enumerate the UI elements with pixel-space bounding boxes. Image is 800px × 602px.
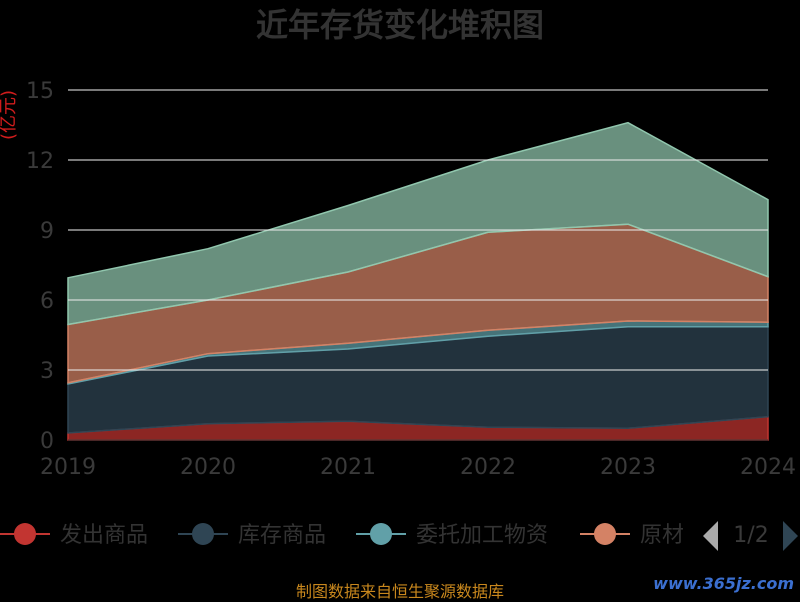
x-tick-label: 2023 — [600, 455, 656, 480]
y-tick-label: 12 — [26, 149, 54, 174]
legend[interactable]: 发出商品 库存商品 委托加工物资 原材料 1/2 — [0, 521, 798, 551]
legend-item[interactable]: 委托加工物资 — [356, 523, 548, 548]
grid-lines — [68, 89, 768, 371]
site-watermark: www.365jz.com — [653, 574, 794, 593]
legend-next-icon[interactable] — [783, 521, 798, 551]
x-tick-label: 2022 — [460, 455, 516, 480]
legend-items[interactable]: 发出商品 库存商品 委托加工物资 原材料 — [0, 523, 706, 548]
legend-pager[interactable]: 1/2 — [703, 521, 798, 551]
y-axis-unit: (亿元) — [0, 90, 19, 140]
y-tick-label: 6 — [40, 289, 54, 314]
y-tick-label: 9 — [40, 219, 54, 244]
legend-page-label: 1/2 — [733, 523, 768, 548]
legend-label: 发出商品 — [60, 523, 148, 548]
data-source-note: 制图数据来自恒生聚源数据库 — [295, 582, 504, 601]
legend-item[interactable]: 库存商品 — [178, 523, 326, 548]
legend-marker — [370, 523, 392, 545]
chart-title: 近年存货变化堆积图 — [256, 6, 544, 44]
x-tick-label: 2024 — [740, 455, 796, 480]
x-tick-label: 2020 — [180, 455, 236, 480]
legend-label: 库存商品 — [238, 523, 326, 548]
x-tick-label: 2019 — [40, 455, 96, 480]
legend-label: 委托加工物资 — [416, 523, 548, 548]
y-axis-ticks: 0 3 6 9 12 15 — [26, 79, 54, 454]
y-tick-label: 0 — [40, 429, 54, 454]
area-layer — [67, 121, 769, 441]
legend-item[interactable]: 发出商品 — [0, 523, 148, 548]
legend-marker — [14, 523, 36, 545]
y-tick-label: 15 — [26, 79, 54, 104]
legend-label: 原材料 — [640, 523, 706, 548]
y-tick-label: 3 — [40, 359, 54, 384]
x-axis-ticks: 2019 2020 2021 2022 2023 2024 — [40, 455, 796, 480]
legend-marker — [192, 523, 214, 545]
legend-item[interactable]: 原材料 — [580, 523, 706, 548]
x-tick-label: 2021 — [320, 455, 376, 480]
legend-marker — [594, 523, 616, 545]
legend-prev-icon[interactable] — [703, 521, 718, 551]
